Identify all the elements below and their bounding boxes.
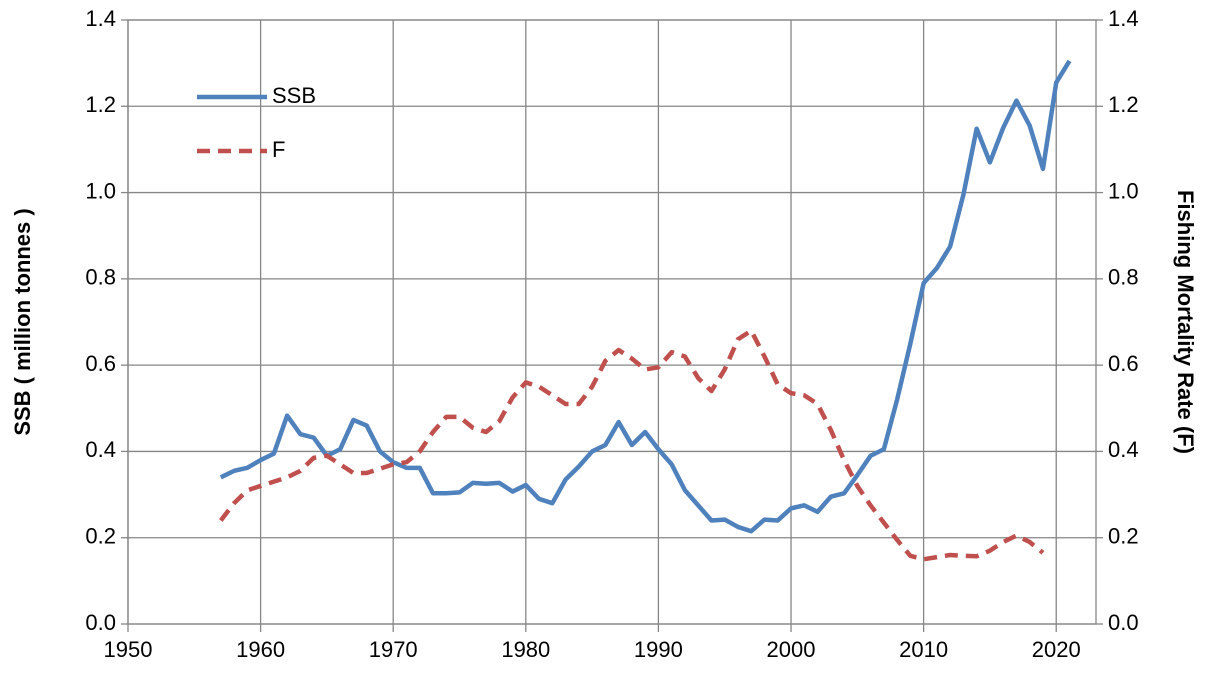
x-tick-label: 2010	[899, 637, 948, 662]
y2-tick-label: 1.0	[1108, 178, 1139, 203]
legend-label: SSB	[272, 83, 316, 108]
y-tick-label: 0.6	[85, 351, 116, 376]
y2-tick-label: 0.8	[1108, 265, 1139, 290]
x-tick-label: 1990	[634, 637, 683, 662]
y-tick-label: 0.2	[85, 524, 116, 549]
x-tick-label: 2000	[767, 637, 816, 662]
y2-tick-label: 1.2	[1108, 92, 1139, 117]
series-line	[219, 59, 1072, 534]
x-tick-label: 1970	[369, 637, 418, 662]
y2-tick-label: 0.2	[1108, 524, 1139, 549]
y-tick-label: 1.4	[85, 6, 116, 31]
y-tick-label: 0.8	[85, 265, 116, 290]
y-tick-label: 1.2	[85, 92, 116, 117]
y2-tick-label: 0.4	[1108, 437, 1139, 462]
y2-tick-label: 0.0	[1108, 610, 1139, 635]
x-tick-label: 2020	[1032, 637, 1081, 662]
y2-tick-label: 0.6	[1108, 351, 1139, 376]
y-tick-label: 0.0	[85, 610, 116, 635]
plot-frame	[127, 19, 1097, 625]
y-tick-label: 1.0	[85, 178, 116, 203]
legend-label: F	[272, 137, 285, 162]
x-tick-label: 1980	[501, 637, 550, 662]
y-axis-title: SSB ( million tonnes )	[10, 208, 35, 435]
x-tick-label: 1950	[104, 637, 153, 662]
y2-tick-label: 1.4	[1108, 6, 1139, 31]
y2-axis-title: Fishing Mortality Rate (F)	[1173, 190, 1198, 454]
x-tick-label: 1960	[236, 637, 285, 662]
series-line	[219, 328, 1045, 562]
y-tick-label: 0.4	[85, 437, 116, 462]
